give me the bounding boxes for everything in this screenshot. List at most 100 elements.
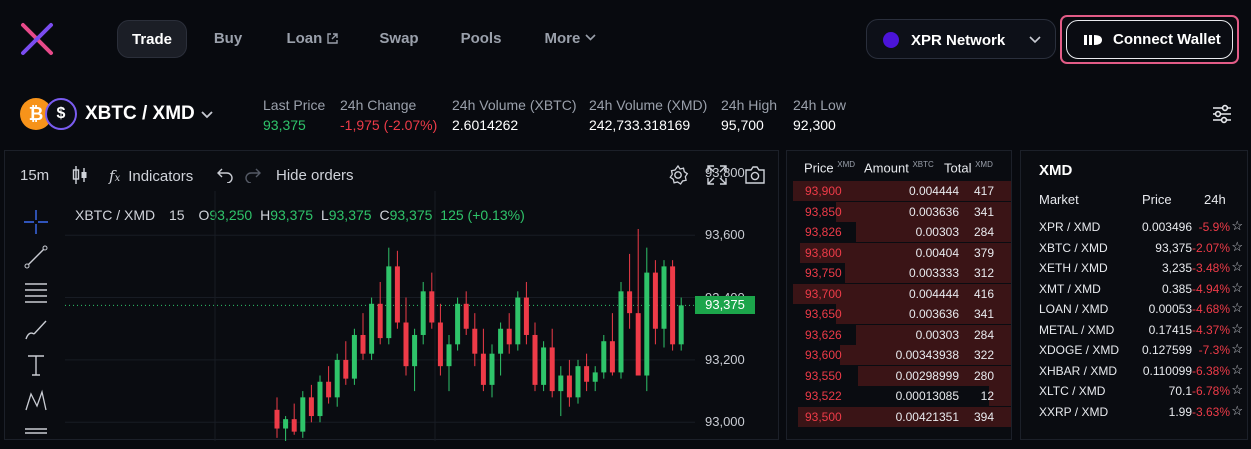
ob-row[interactable]: 93,550 0.00298999 280 — [787, 365, 1011, 386]
stat-value: 92,300 — [793, 117, 836, 133]
market-row[interactable]: LOAN / XMD 0.00053 -4.68% ☆ — [1021, 299, 1247, 319]
star-icon[interactable]: ☆ — [1231, 320, 1243, 336]
star-icon[interactable]: ☆ — [1231, 341, 1243, 356]
ob-total: 280 — [973, 368, 994, 383]
legend-symbol: XBTC / XMD — [75, 207, 156, 223]
hide-orders-button[interactable]: Hide orders — [276, 167, 354, 184]
undo-icon[interactable] — [216, 165, 234, 183]
market-row[interactable]: XXRP / XMD 1.99 -3.63% ☆ — [1021, 402, 1247, 422]
ob-row[interactable]: 93,522 0.00013085 12 — [787, 386, 1011, 406]
candle-body — [334, 359, 340, 398]
ob-row[interactable]: 93,800 0.00404 379 — [787, 242, 1011, 263]
candle-body — [609, 341, 615, 373]
crosshair-icon[interactable] — [23, 209, 49, 235]
ob-price: 93,600 — [805, 348, 842, 362]
market-name: XMT / XMD — [1039, 281, 1101, 296]
ob-row[interactable]: 93,600 0.00343938 322 — [787, 345, 1011, 365]
ob-total: 284 — [973, 225, 994, 239]
candle-body — [584, 366, 590, 382]
candle — [618, 281, 624, 379]
market-name: XXRP / XMD — [1039, 404, 1109, 419]
nav-buy[interactable]: Buy — [200, 20, 256, 58]
network-selector[interactable]: XPR Network — [866, 19, 1056, 59]
star-icon[interactable]: ☆ — [1231, 279, 1243, 295]
chevron-down-icon — [584, 34, 596, 41]
pattern-icon[interactable] — [23, 388, 49, 414]
star-icon[interactable]: ☆ — [1231, 382, 1243, 397]
stat-24h-volume-xmd: 24h Volume (XMD) 242,733.318169 — [589, 97, 707, 133]
market-row[interactable]: XDOGE / XMD 0.127599 -7.3% ☆ — [1021, 340, 1247, 360]
ob-price: 93,500 — [805, 409, 842, 424]
camera-icon[interactable] — [744, 165, 766, 185]
market-row[interactable]: XMT / XMD 0.385 -4.94% ☆ — [1021, 279, 1247, 299]
ruler-icon[interactable] — [23, 423, 49, 449]
app-logo-icon[interactable] — [20, 22, 54, 56]
candle — [386, 247, 392, 345]
market-row[interactable]: XBTC / XMD 93,375 -2.07% ☆ — [1021, 238, 1247, 258]
pair-selector[interactable]: XBTC / XMD — [85, 103, 195, 124]
market-row[interactable]: METAL / XMD 0.17415 -4.37% ☆ — [1021, 320, 1247, 340]
nav-loan[interactable]: Loan — [276, 20, 348, 58]
candle — [566, 359, 572, 407]
ob-row[interactable]: 93,626 0.00303 284 — [787, 324, 1011, 345]
ob-row[interactable]: 93,700 0.004444 416 — [787, 283, 1011, 304]
ob-amount: 0.003636 — [908, 204, 959, 219]
nav-swap[interactable]: Swap — [368, 20, 430, 58]
ob-row[interactable]: 93,900 0.004444 417 — [787, 181, 1011, 201]
market-row[interactable]: XHBAR / XMD 0.110099 -6.38% ☆ — [1021, 361, 1247, 381]
star-icon[interactable]: ☆ — [1231, 402, 1243, 418]
trend-line-icon[interactable] — [23, 244, 49, 270]
gear-icon[interactable] — [667, 164, 689, 186]
ob-price: 93,626 — [805, 327, 842, 342]
dollar-icon: $ — [45, 98, 77, 130]
chevron-down-icon[interactable] — [200, 104, 214, 124]
candlestick-icon[interactable] — [71, 165, 89, 185]
fullscreen-icon[interactable] — [707, 165, 727, 185]
candle-body — [635, 313, 641, 376]
interval-selector[interactable]: 15m — [20, 167, 50, 184]
candle-body — [386, 266, 392, 339]
market-row[interactable]: XLTC / XMD 70.1 -6.78% ☆ — [1021, 381, 1247, 401]
ob-row[interactable]: 93,650 0.003636 341 — [787, 304, 1011, 324]
star-icon[interactable]: ☆ — [1231, 218, 1243, 233]
brush-icon[interactable] — [23, 316, 49, 342]
market-change: -5.9% — [1198, 220, 1230, 234]
connect-wallet-button[interactable]: Connect Wallet — [1066, 20, 1233, 59]
star-icon[interactable]: ☆ — [1231, 259, 1243, 274]
candlestick-plot[interactable] — [65, 191, 695, 441]
star-icon[interactable]: ☆ — [1231, 238, 1243, 254]
indicators-button[interactable]: fx Indicators — [109, 167, 193, 185]
market-row[interactable]: XETH / XMD 3,235 -3.48% ☆ — [1021, 258, 1247, 278]
fib-lines-icon[interactable] — [23, 280, 49, 306]
ob-price: 93,650 — [805, 307, 842, 321]
candle — [334, 353, 340, 407]
candle — [300, 391, 306, 438]
candle-body — [274, 409, 280, 429]
candle-body — [472, 328, 478, 354]
text-tool-icon[interactable] — [23, 352, 49, 378]
candle — [326, 366, 332, 404]
ob-row[interactable]: 93,750 0.003333 312 — [787, 263, 1011, 283]
nav-more[interactable]: More — [532, 20, 608, 58]
market-change: -4.37% — [1191, 322, 1230, 337]
market-row[interactable]: XPR / XMD 0.003496 -5.9% ☆ — [1021, 217, 1247, 237]
candle — [463, 291, 469, 335]
nav-trade[interactable]: Trade — [117, 20, 187, 58]
last-price-tag: 93,375 — [695, 296, 755, 315]
candle-body — [601, 341, 607, 373]
ob-row[interactable]: 93,500 0.00421351 394 — [787, 406, 1011, 427]
nav-pools[interactable]: Pools — [450, 20, 512, 58]
star-icon[interactable]: ☆ — [1231, 300, 1243, 315]
candle-body — [446, 344, 452, 367]
candle — [308, 384, 314, 423]
star-icon[interactable]: ☆ — [1231, 361, 1243, 377]
legend-high: 93,375 — [270, 207, 314, 223]
ob-row[interactable]: 93,850 0.003636 341 — [787, 201, 1011, 222]
redo-icon[interactable] — [244, 165, 262, 183]
stat-label: 24h Volume (XBTC) — [452, 97, 577, 113]
ob-row[interactable]: 93,826 0.00303 284 — [787, 222, 1011, 242]
candle — [601, 334, 607, 379]
sliders-icon[interactable] — [1212, 104, 1232, 124]
candle — [317, 375, 323, 423]
chart-panel[interactable]: 15m fx Indicators Hide orders XBTC / XMD … — [4, 150, 779, 441]
